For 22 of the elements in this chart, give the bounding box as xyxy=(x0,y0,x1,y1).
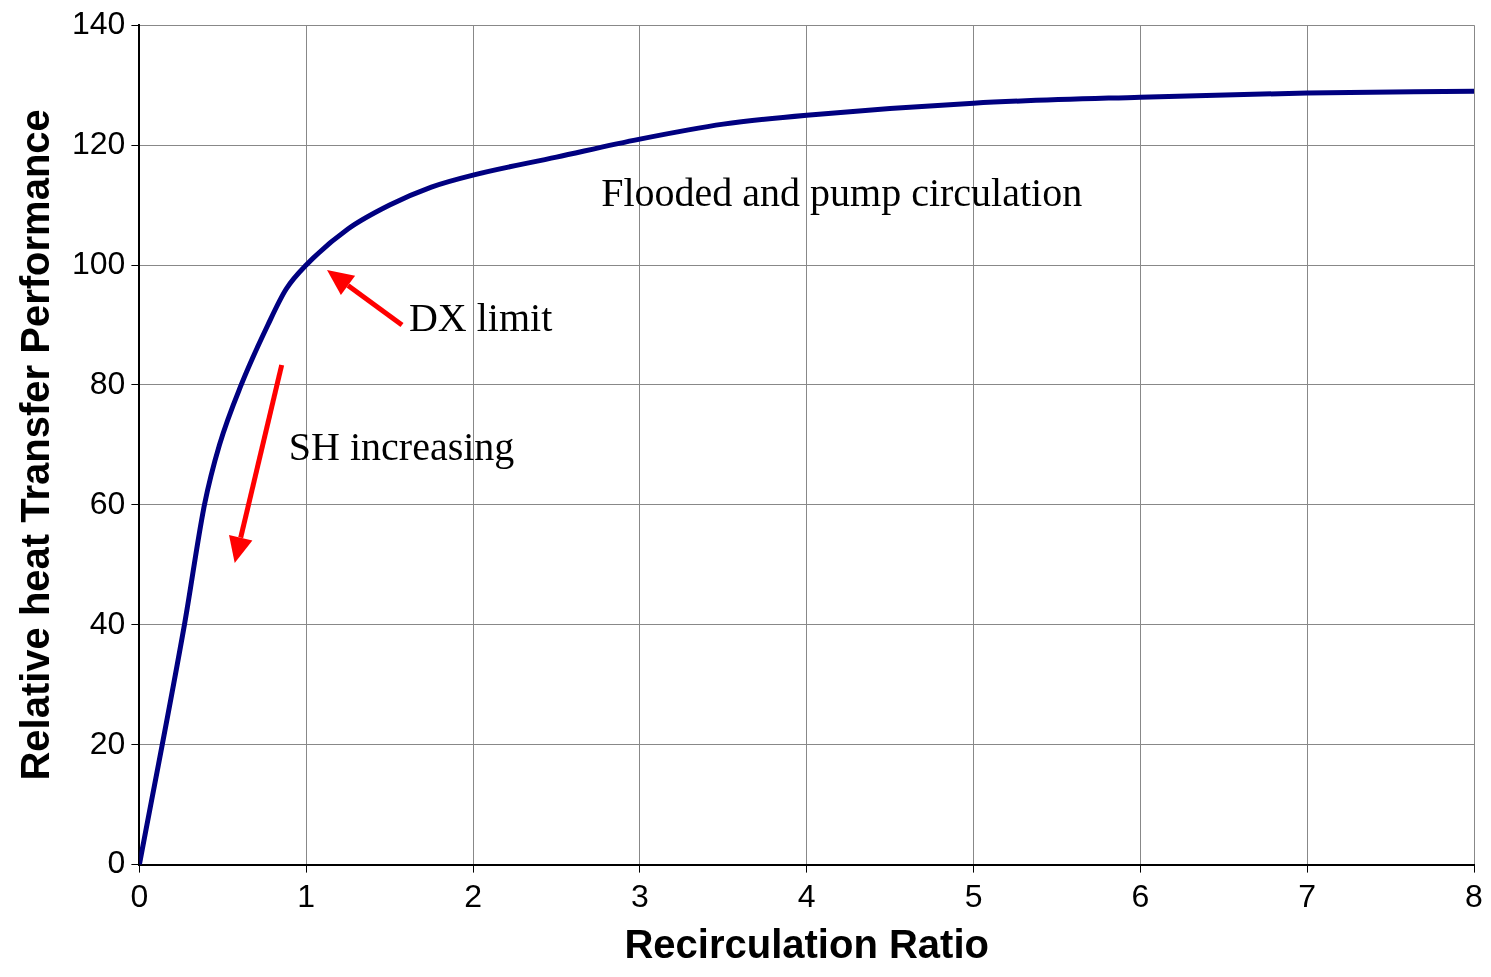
x-tick-label: 1 xyxy=(297,877,316,914)
y-tick-label: 20 xyxy=(89,724,126,761)
x-tick-label: 8 xyxy=(1465,877,1483,914)
annotation: Flooded and pump circulation xyxy=(601,170,1083,216)
x-tick-label: 2 xyxy=(464,877,482,914)
y-tick-label: 100 xyxy=(72,244,126,281)
y-axis-title: Relative heat Transfer Performance xyxy=(13,109,58,781)
x-tick-label: 6 xyxy=(1131,877,1150,914)
y-tick-label: 60 xyxy=(89,484,126,521)
x-tick-label: 5 xyxy=(964,877,983,914)
y-tick-label: 80 xyxy=(89,364,126,401)
y-tick-label: 140 xyxy=(72,5,126,42)
annotation: DX limit xyxy=(408,295,553,341)
x-axis-title: Recirculation Ratio xyxy=(624,922,989,967)
x-tick-label: 0 xyxy=(130,877,149,914)
y-tick-label: 0 xyxy=(107,844,126,881)
x-tick-label: 7 xyxy=(1298,877,1317,914)
annotation: SH increasing xyxy=(288,424,515,470)
y-tick-label: 120 xyxy=(72,124,126,161)
y-tick-label: 40 xyxy=(89,604,126,641)
x-tick-label: 4 xyxy=(797,877,816,914)
x-tick-label: 3 xyxy=(630,877,649,914)
